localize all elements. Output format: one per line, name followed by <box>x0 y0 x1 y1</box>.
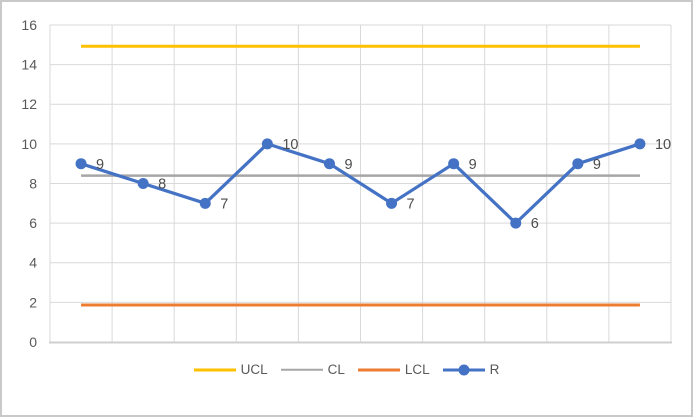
y-axis-tick-label: 0 <box>29 334 37 350</box>
legend-swatch-ucl <box>193 364 236 375</box>
legend-marker-dot-icon <box>458 364 470 375</box>
y-axis-tick-label: 16 <box>21 17 37 33</box>
data-point-marker <box>199 197 211 209</box>
data-point-marker <box>634 138 646 150</box>
chart-legend: UCL CL LCL R <box>2 362 691 377</box>
y-axis-tick-label: 2 <box>29 294 37 310</box>
legend-line-icon <box>193 368 236 371</box>
series-line-r <box>80 142 641 225</box>
data-point-label: 9 <box>593 157 601 173</box>
y-axis-tick-label: 14 <box>21 57 37 73</box>
legend-swatch-cl <box>280 364 323 375</box>
data-point-label: 9 <box>469 157 477 173</box>
y-axis-tick-label: 6 <box>29 215 37 231</box>
data-point-marker <box>448 158 460 170</box>
legend-line-icon <box>280 368 323 371</box>
legend-item-ucl: UCL <box>193 362 268 377</box>
data-point-marker <box>510 217 522 229</box>
y-axis-tick-label: 4 <box>29 255 37 271</box>
legend-item-lcl: LCL <box>357 362 430 377</box>
legend-line-icon <box>357 368 400 371</box>
legend-item-r: R <box>442 362 500 377</box>
data-point-label: 6 <box>531 216 539 232</box>
data-point-label: 10 <box>655 137 671 153</box>
legend-label: UCL <box>240 362 268 377</box>
legend-label: LCL <box>404 362 430 377</box>
y-axis-tick-label: 8 <box>29 175 37 191</box>
data-point-label: 7 <box>407 196 415 212</box>
y-axis-tick-label: 10 <box>21 136 37 152</box>
data-point-marker <box>572 158 584 170</box>
legend-label: CL <box>327 362 345 377</box>
data-point-marker <box>261 138 273 150</box>
data-point-label: 9 <box>344 157 352 173</box>
data-point-label: 7 <box>220 196 228 212</box>
data-point-marker <box>137 178 149 189</box>
data-point-marker <box>386 197 398 209</box>
y-axis-tick-label: 12 <box>21 96 37 112</box>
data-point-label: 10 <box>282 137 298 153</box>
data-point-label: 8 <box>158 177 166 193</box>
legend-label: R <box>489 362 500 377</box>
data-point-marker <box>75 158 87 170</box>
legend-swatch-lcl <box>357 364 400 375</box>
legend-item-cl: CL <box>280 362 345 377</box>
data-point-label: 9 <box>96 157 104 173</box>
legend-swatch-r <box>442 364 485 375</box>
data-point-marker <box>323 158 335 170</box>
